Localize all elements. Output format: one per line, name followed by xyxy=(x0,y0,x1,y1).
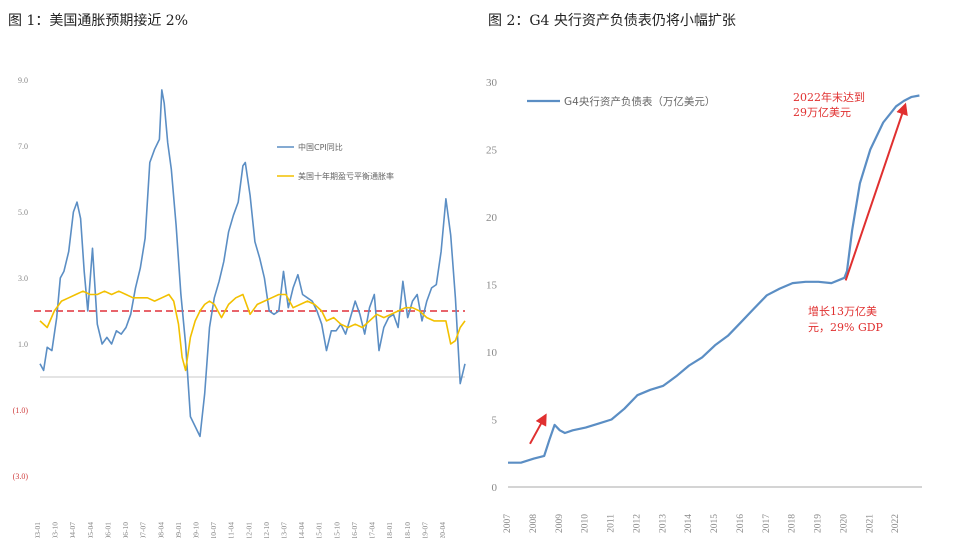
chart2-series-line xyxy=(508,94,920,464)
chart2-x-tick-label: 2016 xyxy=(736,514,746,533)
chart1-legend-label: 美国十年期盈亏平衡通胀率 xyxy=(298,171,394,181)
chart2-legend-label: G4央行资产负债表（万亿美元） xyxy=(564,95,715,108)
chart2-annotation-total: 2022年末达到 xyxy=(793,90,865,104)
chart2-x-tick-label: 2007 xyxy=(503,514,513,533)
chart1-x-tick-label: 2015-01 xyxy=(315,522,324,538)
chart2-y-tick-label: 15 xyxy=(486,280,498,292)
chart2-y-tick-label: 5 xyxy=(492,415,498,427)
chart1-x-tick-label: 2009-10 xyxy=(191,522,200,538)
chart1-x-tick-label: 2003-10 xyxy=(51,522,60,538)
chart2-x-tick-label: 2015 xyxy=(710,514,720,533)
chart1-y-tick-label: (3.0) xyxy=(13,472,29,481)
chart2-y-tick-label: 20 xyxy=(486,212,498,224)
chart1-x-tick-label: 2018-01 xyxy=(385,522,394,538)
chart1-x-tick-label: 2020-04 xyxy=(438,522,447,538)
chart1-x-tick-label: 2016-07 xyxy=(350,522,359,538)
chart1-y-tick-label: (1.0) xyxy=(13,406,29,415)
chart2-x-tick-label: 2021 xyxy=(865,514,875,533)
figure-1-title: 图 1：美国通胀预期接近 2% xyxy=(8,13,189,29)
chart1-x-tick-label: 2014-04 xyxy=(297,522,306,538)
chart2-y-tick-label: 10 xyxy=(486,347,498,359)
chart1-x-tick-label: 2013-07 xyxy=(280,522,289,538)
chart1-x-tick-label: 2006-01 xyxy=(103,522,112,538)
chart1-x-tick-label: 2007-07 xyxy=(139,522,148,538)
chart2-x-tick-label: 2012 xyxy=(632,514,642,533)
chart1-x-tick-label: 2012-10 xyxy=(262,522,271,538)
chart2-x-tick-label: 2013 xyxy=(658,514,668,533)
chart1-x-tick-label: 2015-10 xyxy=(332,522,341,538)
chart1-series-line-2 xyxy=(39,290,466,372)
chart2-x-tick-label: 2008 xyxy=(529,514,539,533)
chart1-series-line-1 xyxy=(39,89,466,438)
chart1-x-tick-label: 2009-01 xyxy=(174,522,183,538)
chart1-x-tick-label: 2018-10 xyxy=(403,522,412,538)
chart2-y-tick-label: 25 xyxy=(486,145,498,157)
chart2-x-tick-label: 2018 xyxy=(788,514,798,533)
chart1-y-tick-label: 3.0 xyxy=(18,274,28,283)
chart2-y-tick-label: 30 xyxy=(486,77,498,89)
chart1-y-tick-label: 9.0 xyxy=(18,76,28,85)
chart1-x-tick-label: 2019-07 xyxy=(420,522,429,538)
chart1-x-tick-label: 2006-10 xyxy=(121,522,130,538)
chart1-x-tick-label: 2004-07 xyxy=(68,522,77,538)
chart2-x-tick-label: 2014 xyxy=(684,514,694,533)
chart2-y-tick-label: 0 xyxy=(492,482,498,494)
chart2-annotation-total: 29万亿美元 xyxy=(793,106,851,119)
chart2-x-tick-label: 2020 xyxy=(839,514,849,533)
chart2-large-arrow xyxy=(844,102,908,281)
chart1-x-tick-label: 2017-04 xyxy=(368,522,377,538)
chart1-y-tick-label: 7.0 xyxy=(18,142,28,151)
chart2-x-tick-label: 2010 xyxy=(581,514,591,533)
chart2-annotation-growth: 增长13万亿美 xyxy=(808,304,877,318)
chart1-x-tick-label: 2008-04 xyxy=(156,522,165,538)
chart1-legend-label: 中国CPI同比 xyxy=(298,142,343,152)
chart1-x-tick-label: 2003-01 xyxy=(33,522,42,538)
chart2-x-tick-label: 2022 xyxy=(891,514,901,533)
chart1-x-tick-label: 2005-04 xyxy=(86,522,95,538)
chart2-small-arrow xyxy=(529,413,547,445)
chart2-x-tick-label: 2009 xyxy=(555,514,565,533)
chart2-x-tick-label: 2011 xyxy=(607,514,617,533)
chart2-x-tick-label: 2017 xyxy=(762,514,772,533)
chart1-x-tick-label: 2012-01 xyxy=(244,522,253,538)
chart2-x-tick-label: 2019 xyxy=(814,514,824,533)
figure-2-title: 图 2：G4 央行资产负债表仍将小幅扩张 xyxy=(488,13,736,29)
chart1-x-tick-label: 2010-07 xyxy=(209,522,218,538)
chart1-y-tick-label: 5.0 xyxy=(18,208,28,217)
chart1-y-tick-label: 1.0 xyxy=(18,340,28,349)
chart2-annotation-growth: 元，29% GDP xyxy=(808,321,884,334)
chart1-x-tick-label: 2011-04 xyxy=(227,522,236,538)
